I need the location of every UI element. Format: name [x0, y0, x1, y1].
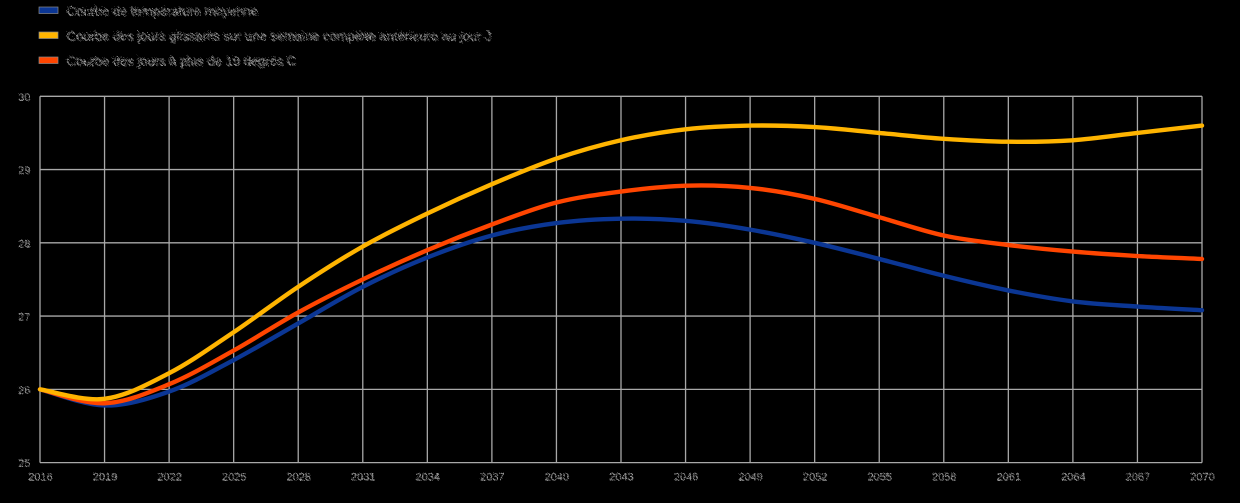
svg-text:2016: 2016	[28, 471, 52, 483]
svg-text:Courbe de température moyenne: Courbe de température moyenne	[65, 2, 257, 17]
svg-text:25: 25	[18, 458, 30, 470]
svg-text:2037: 2037	[480, 471, 504, 483]
svg-text:30: 30	[18, 92, 30, 104]
svg-text:2040: 2040	[544, 471, 568, 483]
svg-text:2046: 2046	[673, 471, 697, 483]
svg-text:2043: 2043	[609, 471, 633, 483]
svg-text:26: 26	[18, 385, 30, 397]
svg-text:2067: 2067	[1125, 471, 1149, 483]
svg-text:2031: 2031	[351, 471, 375, 483]
svg-text:2061: 2061	[996, 471, 1020, 483]
svg-text:2058: 2058	[932, 471, 956, 483]
svg-text:2022: 2022	[157, 471, 181, 483]
svg-text:28: 28	[18, 238, 30, 250]
svg-text:27: 27	[18, 311, 30, 323]
svg-text:Courbe des jours à plus de 19: Courbe des jours à plus de 19 degrés C	[65, 52, 295, 67]
svg-text:2019: 2019	[92, 471, 116, 483]
svg-text:Courbe des jours glissants sur: Courbe des jours glissants sur une semai…	[65, 27, 490, 42]
svg-text:2055: 2055	[867, 471, 891, 483]
svg-text:2052: 2052	[802, 471, 826, 483]
svg-text:2070: 2070	[1190, 471, 1214, 483]
svg-text:2028: 2028	[286, 471, 310, 483]
svg-text:2049: 2049	[738, 471, 762, 483]
svg-text:2064: 2064	[1061, 471, 1085, 483]
svg-text:2025: 2025	[221, 471, 245, 483]
svg-text:29: 29	[18, 165, 30, 177]
svg-text:2034: 2034	[415, 471, 439, 483]
